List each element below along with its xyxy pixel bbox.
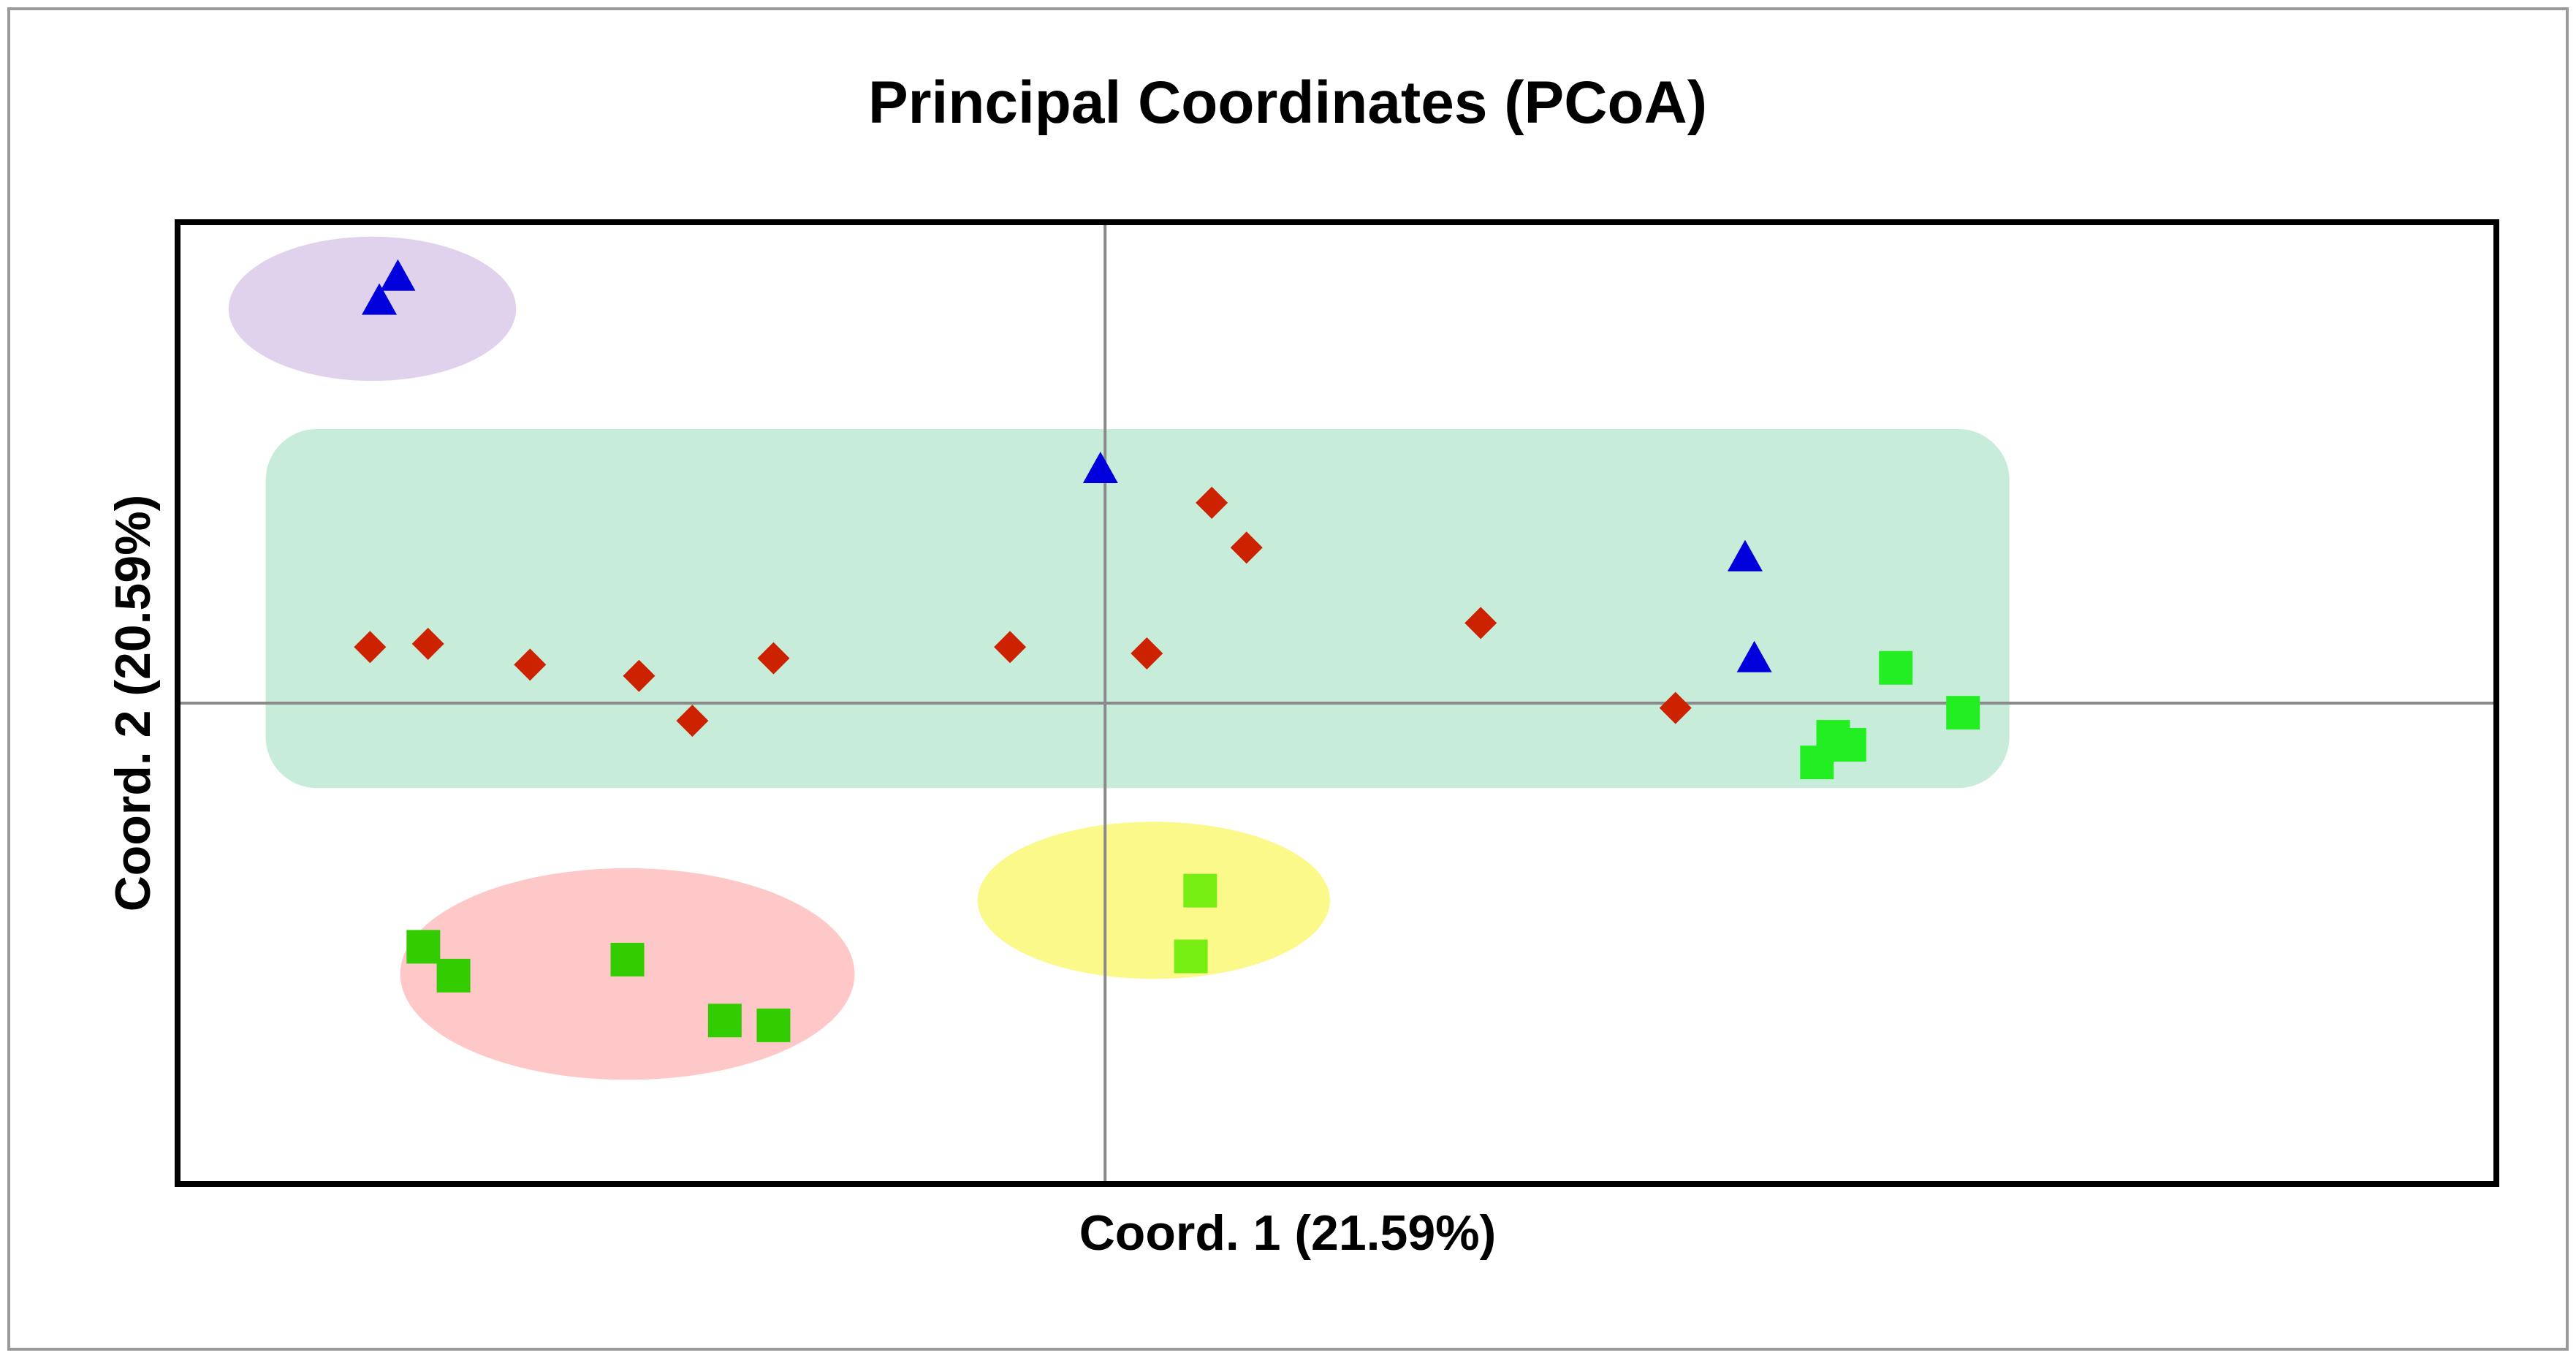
triangle-point-2-4 (1727, 539, 1763, 572)
triangle-point-2-5 (1736, 640, 1772, 672)
square-point-4-1 (1183, 873, 1217, 908)
diamond-point-1-11 (1464, 607, 1497, 640)
square-point-5-2 (1946, 696, 1980, 730)
diamond-point-1-3 (514, 648, 547, 681)
triangle-point-2-3 (1082, 451, 1118, 483)
y-axis-label: Coord. 2 (20.59%) (105, 495, 161, 912)
diamond-point-1-5 (676, 705, 709, 737)
cluster-ellipse-4 (977, 822, 1330, 979)
square-point-5-4 (1832, 728, 1866, 762)
diamond-point-1-1 (354, 631, 387, 664)
square-point-3-2 (436, 958, 471, 993)
x-axis-label: Coord. 1 (21.59%) (1079, 1205, 1497, 1261)
plot-area-border (175, 219, 2499, 1187)
square-point-5-5 (1800, 746, 1834, 780)
diamond-point-1-2 (411, 627, 444, 660)
diamond-point-1-12 (1659, 691, 1692, 724)
diamond-point-1-8 (1131, 637, 1163, 670)
data-points (354, 259, 1980, 1042)
square-point-4-2 (1174, 939, 1208, 974)
chart-title: Principal Coordinates (PCoA) (868, 69, 1707, 136)
origin-lines (178, 222, 2496, 1184)
square-point-3-4 (707, 1004, 742, 1038)
square-point-3-1 (406, 930, 441, 964)
square-point-3-3 (610, 942, 645, 976)
triangle-point-2-1 (380, 259, 416, 291)
diamond-point-1-4 (623, 659, 656, 692)
diamond-point-1-7 (994, 631, 1027, 664)
cluster-band-2 (265, 428, 2010, 789)
diamond-point-1-6 (757, 642, 790, 675)
cluster-highlights (228, 236, 2010, 1080)
triangle-point-2-2 (362, 283, 398, 315)
diamond-point-1-9 (1196, 486, 1228, 519)
square-point-5-1 (1879, 650, 1913, 685)
square-point-3-5 (756, 1008, 791, 1042)
diamond-point-1-10 (1230, 531, 1263, 564)
